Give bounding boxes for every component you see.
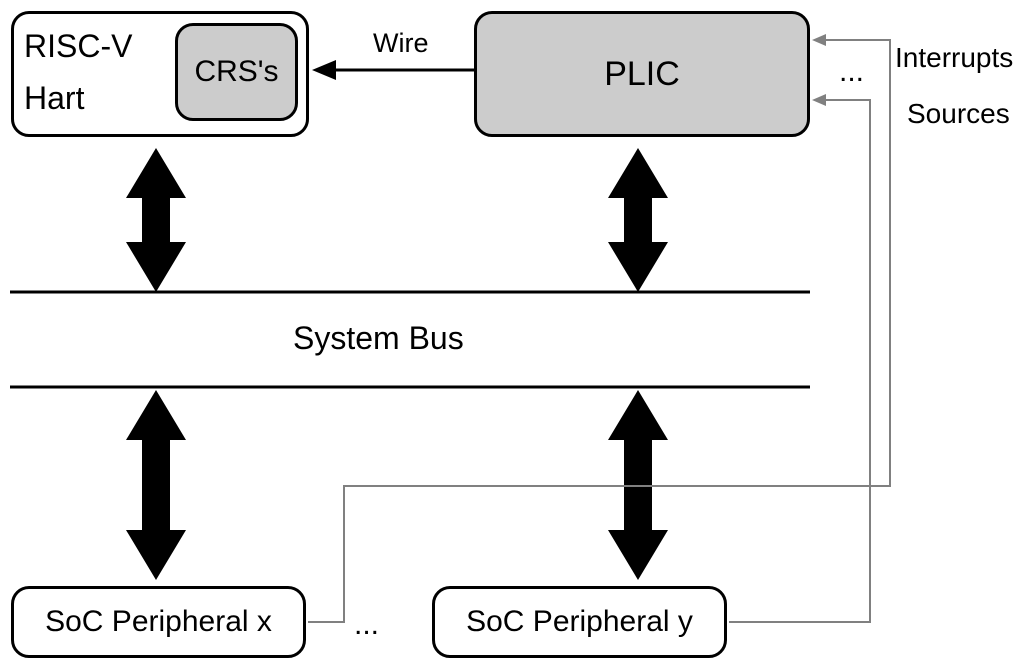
wire-label: Wire [373, 28, 429, 59]
plic-label: PLIC [604, 55, 680, 94]
system-bus-label: System Bus [293, 320, 464, 357]
sources-label: Sources [907, 98, 1010, 130]
soc-periph-x-box: SoC Peripheral x [11, 586, 306, 658]
interrupts-label: Interrupts [895, 42, 1013, 74]
soc-periph-y-label: SoC Peripheral y [466, 605, 693, 639]
riscv-label-l2: Hart [24, 80, 84, 117]
crs-label: CRS's [194, 55, 278, 89]
ellipsis-mid: ... [354, 608, 379, 642]
crs-box: CRS's [175, 23, 298, 121]
plic-box: PLIC [474, 11, 810, 137]
soc-periph-x-label: SoC Peripheral x [45, 605, 272, 639]
riscv-label-l1: RISC-V [24, 28, 132, 65]
soc-periph-y-box: SoC Peripheral y [432, 586, 727, 658]
ellipsis-top: ... [839, 55, 864, 89]
